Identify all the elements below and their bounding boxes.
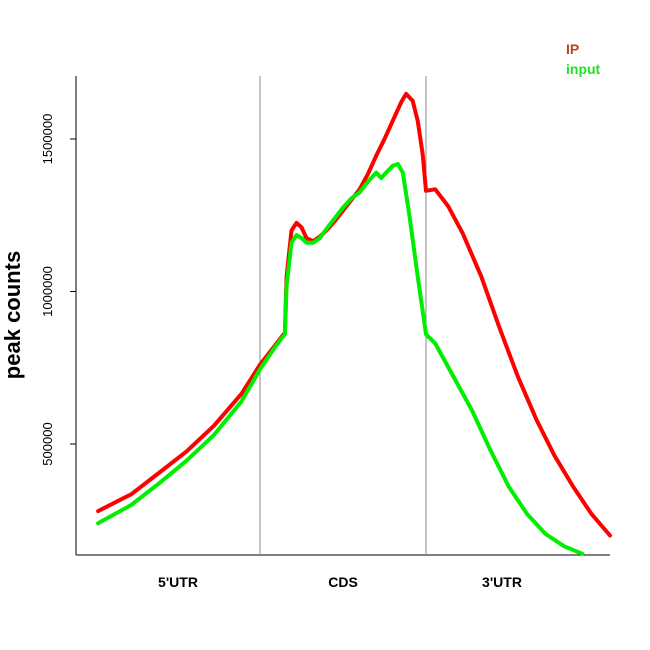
legend-input: input (566, 61, 601, 77)
region-label-5utr: 5'UTR (158, 574, 198, 590)
y-tick-label: 1000000 (40, 266, 55, 317)
series-line-input (96, 162, 585, 556)
y-axis-label: peak counts (0, 251, 25, 379)
y-ticks: 500000 1000000 1500000 (40, 114, 76, 466)
region-label-3utr: 3'UTR (482, 574, 522, 590)
region-label-cds: CDS (328, 574, 358, 590)
y-tick-label: 500000 (40, 422, 55, 465)
legend-ip: IP (566, 41, 579, 57)
y-tick-label: 1500000 (40, 114, 55, 165)
series-layer (96, 91, 612, 556)
